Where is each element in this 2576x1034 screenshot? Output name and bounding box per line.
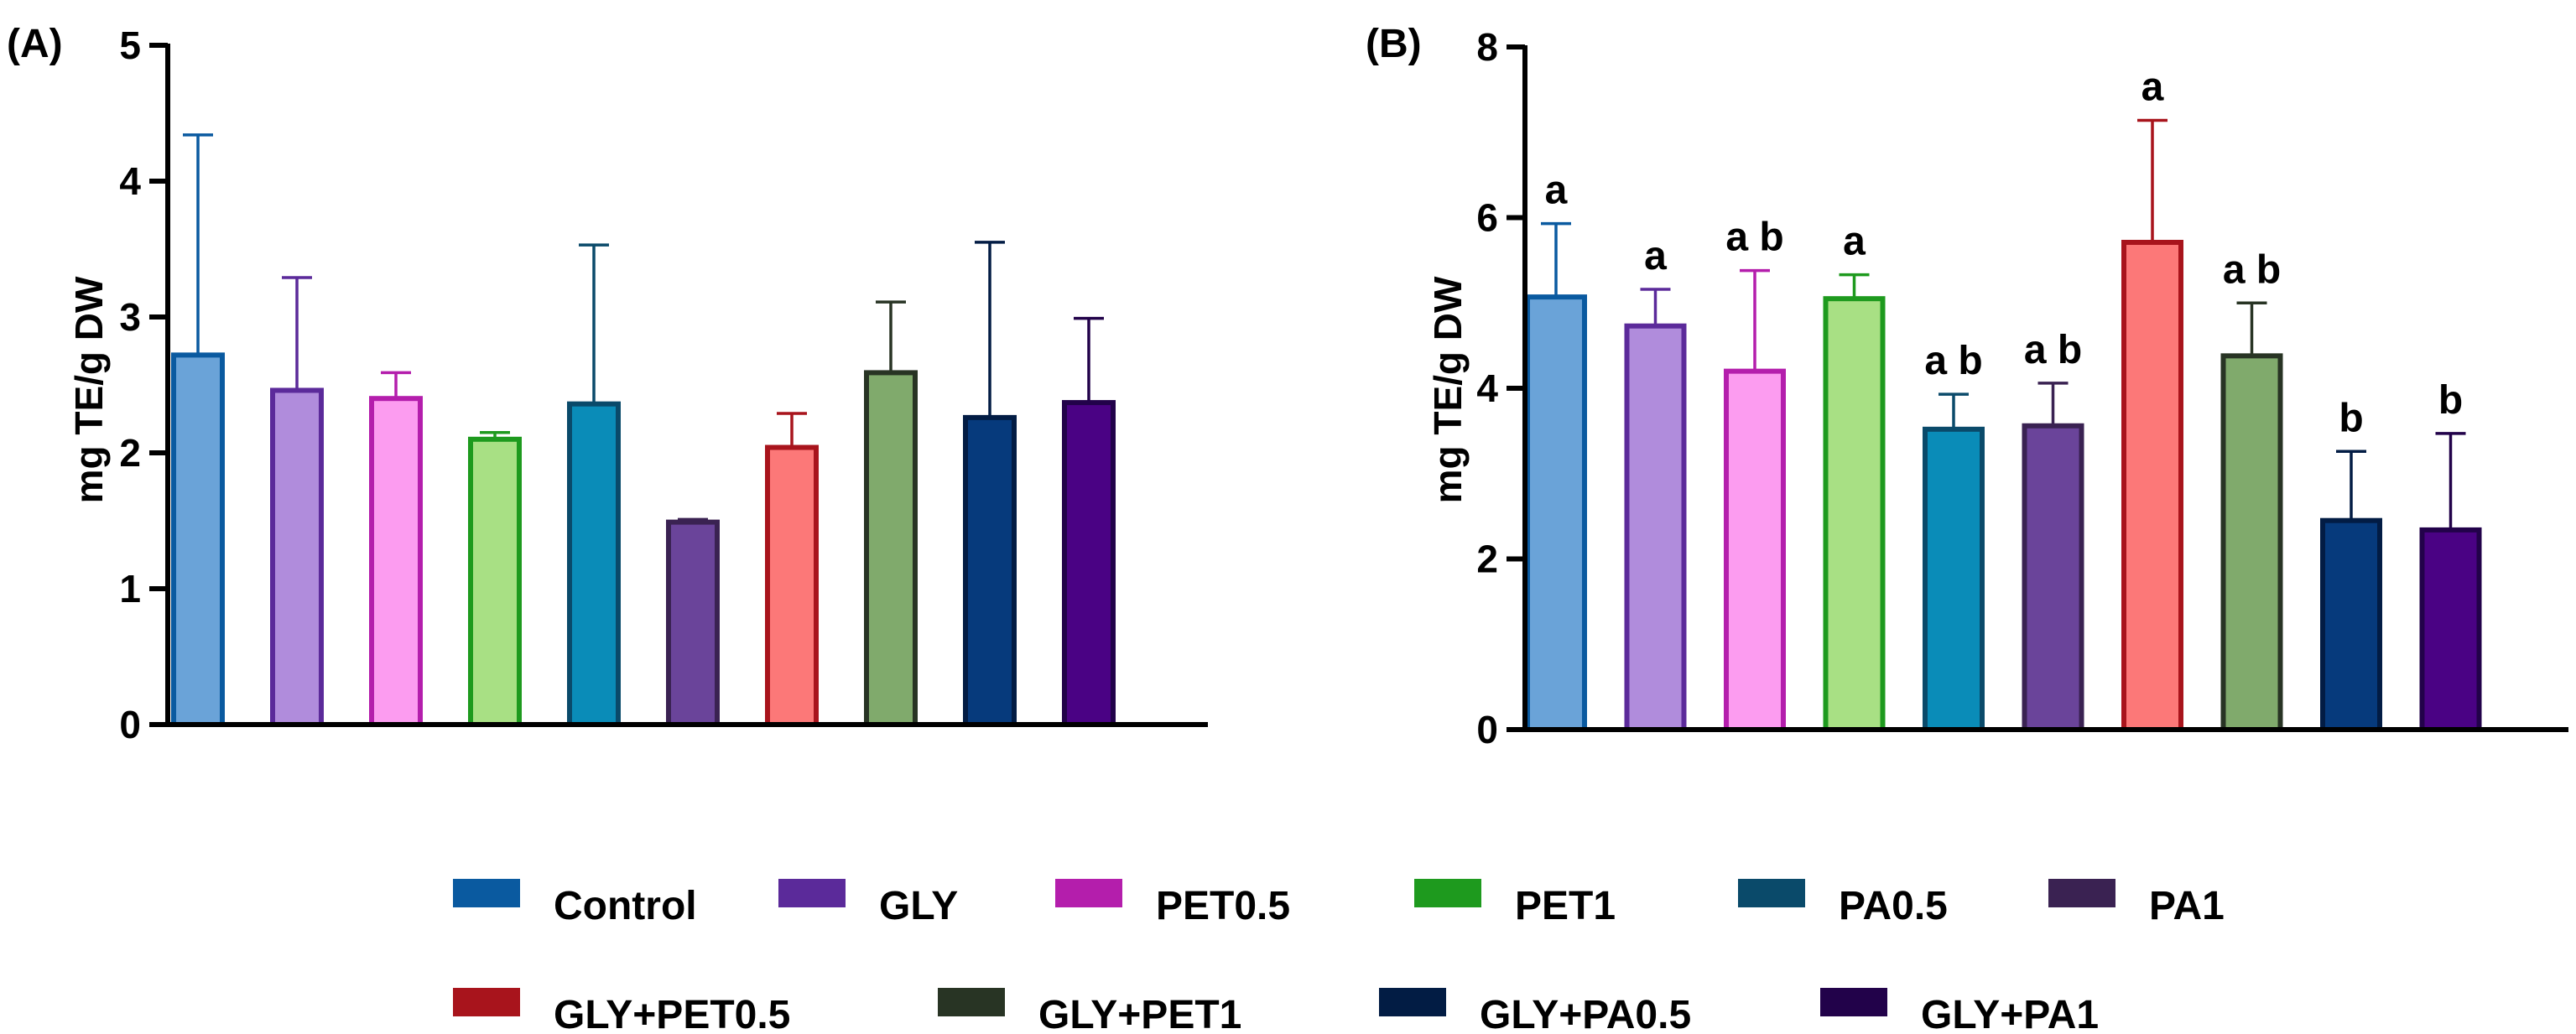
legend-item: GLY+PET0.5	[453, 988, 790, 1034]
bar-gly-pa0-5	[963, 414, 1017, 727]
panel-b-bars	[1525, 118, 2482, 733]
y-tick-label: 2	[119, 431, 141, 475]
panel-a-y-axis-label: mg TE/g DW	[67, 276, 111, 503]
bar-gly	[1624, 323, 1687, 732]
bar-gly-pa1	[1062, 400, 1116, 727]
y-tick-label: 4	[1476, 366, 1498, 410]
bar-pet1	[1823, 296, 1886, 733]
legend-item: GLY+PET1	[938, 988, 1241, 1034]
y-tick-label: 2	[1476, 538, 1498, 581]
legend-label: GLY+PET0.5	[554, 993, 790, 1034]
y-tick-label: 0	[1476, 708, 1498, 751]
y-tick-label: 4	[119, 159, 141, 203]
legend-label: PET0.5	[1156, 884, 1290, 928]
legend-swatch	[1055, 879, 1122, 907]
legend-label: GLY+PA0.5	[1480, 993, 1691, 1034]
panel-b: (B) mg TE/g DW 0 2 4 6 8 a a a b a a b a b a a b b b	[1366, 22, 2568, 751]
panel-b-y-axis-label: mg TE/g DW	[1426, 276, 1470, 503]
significance-letter: a b	[1725, 216, 1783, 260]
significance-letter: a	[1545, 169, 1568, 213]
bar-pa0-5	[1923, 426, 1985, 732]
significance-letter: a b	[1924, 339, 1982, 383]
legend-item: PA1	[2048, 879, 2225, 928]
panel-a-y-ticks: 0 1 2 3 4 5	[119, 23, 168, 746]
legend-label: GLY	[879, 884, 958, 928]
legend-swatch	[453, 879, 520, 907]
y-tick-label: 8	[1476, 25, 1498, 69]
significance-letter: b	[2339, 396, 2363, 440]
bar-gly-pa1	[2419, 527, 2482, 733]
legend-label: PA0.5	[1839, 884, 1948, 928]
legend-swatch	[1738, 879, 1805, 907]
legend-swatch	[1379, 988, 1446, 1016]
significance-letter: a b	[2024, 328, 2082, 372]
legend-swatch	[938, 988, 1005, 1016]
bar-pet1	[468, 436, 522, 727]
legend-swatch	[778, 879, 846, 907]
legend-item: PET0.5	[1055, 879, 1290, 928]
y-tick-label: 5	[119, 23, 141, 67]
y-tick-label: 6	[1476, 196, 1498, 240]
significance-letter: a	[2141, 65, 2164, 110]
legend: Control GLY PET0.5 PET1 PA0.5 PA1 GLY+PET0.5 GL…	[453, 879, 2225, 1034]
legend-swatch	[453, 988, 520, 1016]
bar-control	[171, 352, 225, 727]
panel-a-bars	[171, 133, 1116, 728]
panel-a-axes	[165, 44, 1208, 727]
legend-item: GLY+PA1	[1820, 988, 2099, 1034]
legend-label: PA1	[2149, 884, 2225, 928]
legend-label: PET1	[1515, 884, 1616, 928]
panel-b-axes	[1522, 45, 2568, 732]
bar-pet0-5	[369, 396, 423, 727]
significance-letter: a	[1843, 220, 1866, 264]
bar-pa1	[666, 519, 720, 727]
bar-gly-pet0-5	[765, 444, 819, 728]
y-tick-label: 0	[119, 703, 141, 746]
bar-gly-pet1	[2220, 353, 2283, 732]
panel-a: (A) mg TE/g DW 0 1 2 3 4 5	[7, 22, 1208, 746]
bar-pet0-5	[1724, 368, 1786, 732]
significance-letter: a	[1644, 234, 1667, 278]
legend-label: GLY+PA1	[1921, 993, 2099, 1034]
bar-gly-pet0-5	[2121, 240, 2183, 732]
panel-b-label: (B)	[1366, 22, 1422, 66]
legend-swatch	[2048, 879, 2115, 907]
legend-swatch	[1414, 879, 1481, 907]
significance-letter: a b	[2223, 247, 2281, 292]
bar-gly	[270, 387, 324, 727]
legend-label: GLY+PET1	[1038, 993, 1241, 1034]
bar-gly-pet1	[864, 370, 918, 727]
y-tick-label: 1	[119, 567, 141, 611]
panel-a-label: (A)	[7, 22, 63, 66]
y-tick-label: 3	[119, 295, 141, 339]
legend-label: Control	[554, 884, 697, 928]
bar-control	[1525, 294, 1587, 732]
legend-item: GLY+PA0.5	[1379, 988, 1691, 1034]
bar-pa1	[2022, 423, 2084, 732]
legend-swatch	[1820, 988, 1887, 1016]
legend-item: PA0.5	[1738, 879, 1948, 928]
legend-item: PET1	[1414, 879, 1616, 928]
significance-letter: b	[2438, 378, 2463, 423]
panel-b-significance: a a a b a a b a b a a b b b	[1545, 65, 2464, 441]
legend-item: Control	[453, 879, 697, 928]
panel-b-y-ticks: 0 2 4 6 8	[1476, 25, 1525, 751]
legend-item: GLY	[778, 879, 958, 928]
bar-pa0-5	[567, 401, 621, 727]
bar-gly-pa0-5	[2320, 517, 2382, 733]
